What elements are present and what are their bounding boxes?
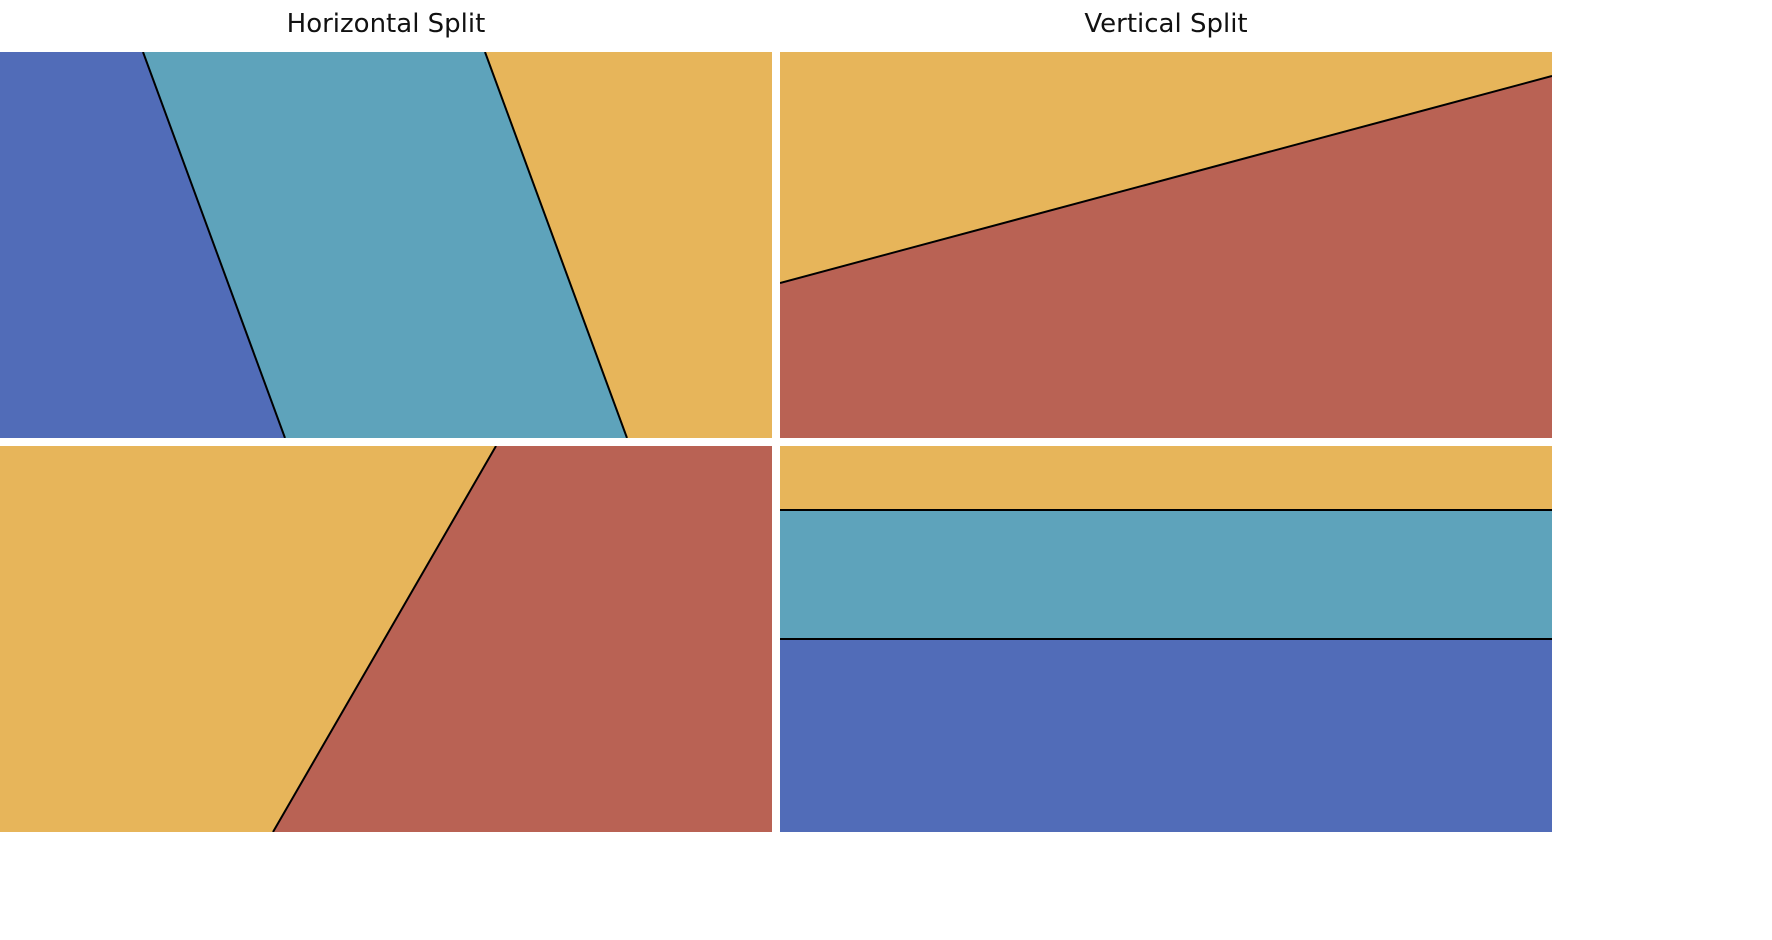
- panel-bottom-left: [0, 446, 772, 832]
- divider-line: [484, 52, 628, 438]
- blue-region: [780, 639, 1552, 832]
- horizontal-split-title: Horizontal Split: [286, 9, 486, 39]
- panel-top-left: [0, 52, 772, 438]
- panel-top-right: [780, 52, 1552, 438]
- divider-line: [780, 75, 1552, 284]
- teal-region: [143, 52, 627, 438]
- gold-region: [780, 446, 1552, 510]
- red-region: [273, 446, 772, 832]
- red-region: [780, 76, 1552, 438]
- vertical-split-title: Vertical Split: [1084, 9, 1248, 39]
- gold-region: [485, 52, 772, 438]
- panel-bottom-right: [780, 446, 1552, 832]
- divider-line: [142, 52, 286, 438]
- gold-region: [0, 446, 496, 832]
- teal-region: [780, 510, 1552, 639]
- divider-line: [272, 446, 497, 832]
- blue-region: [0, 52, 285, 438]
- gold-region: [780, 52, 1552, 283]
